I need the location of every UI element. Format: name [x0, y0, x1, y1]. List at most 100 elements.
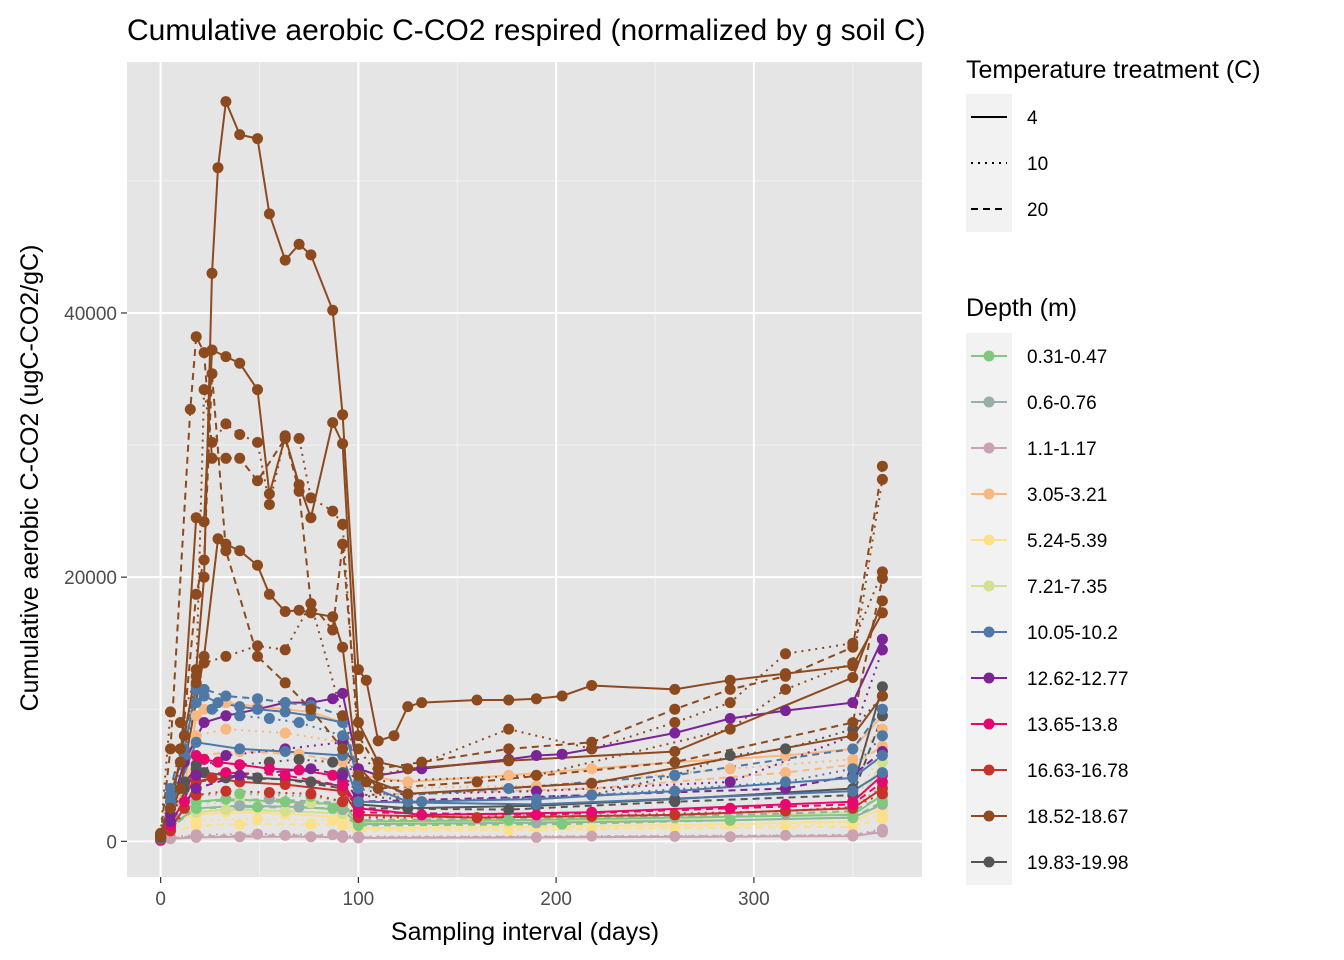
data-point	[279, 779, 291, 790]
data-point	[206, 436, 218, 448]
data-point	[190, 831, 202, 843]
x-tick-label: 200	[540, 889, 572, 910]
data-point	[780, 798, 791, 810]
data-point	[263, 787, 275, 798]
data-point	[234, 831, 246, 843]
y-tick-label: 20000	[64, 568, 117, 589]
data-point	[263, 499, 275, 510]
data-point	[352, 717, 364, 728]
data-point	[252, 436, 263, 448]
data-point	[586, 763, 598, 775]
data-point	[220, 96, 232, 108]
data-point	[876, 730, 888, 742]
data-point	[252, 828, 263, 840]
data-point	[234, 788, 246, 800]
color-key-point	[983, 534, 995, 546]
data-point	[669, 793, 681, 805]
data-point	[416, 809, 428, 821]
data-point	[586, 789, 598, 801]
color-legend-label: 12.62-12.77	[1027, 669, 1128, 690]
data-point	[847, 637, 859, 649]
data-point	[305, 607, 317, 619]
data-point	[252, 650, 263, 662]
data-point	[780, 648, 791, 660]
data-point	[530, 831, 542, 843]
data-point	[327, 769, 339, 781]
data-point	[220, 452, 232, 464]
data-point	[305, 598, 317, 610]
data-point	[337, 710, 349, 722]
data-point	[234, 452, 246, 464]
data-point	[372, 769, 384, 781]
color-legend-label: 0.6-0.76	[1027, 393, 1097, 414]
data-point	[220, 767, 232, 779]
data-point	[252, 693, 263, 705]
data-point	[155, 829, 167, 841]
data-point	[293, 433, 305, 444]
data-point	[530, 817, 542, 829]
series-points	[155, 96, 888, 847]
data-point	[876, 607, 888, 619]
data-point	[416, 697, 428, 709]
data-point	[847, 772, 859, 784]
data-point	[279, 805, 291, 817]
data-point	[669, 769, 681, 781]
data-point	[190, 697, 202, 709]
color-legend-title: Depth (m)	[966, 294, 1077, 322]
data-point	[293, 753, 305, 765]
x-tick-label: 300	[738, 889, 770, 910]
data-point	[471, 694, 483, 706]
data-point	[198, 717, 210, 728]
data-point	[212, 756, 224, 768]
data-point	[352, 832, 364, 844]
data-point	[847, 830, 859, 842]
color-legend: Depth (m) 0.31-0.47 0.6-0.76 1.1-1.17 3.05-…	[966, 294, 1128, 885]
data-point	[279, 796, 291, 808]
data-point	[337, 769, 349, 781]
data-point	[327, 611, 339, 623]
data-point	[847, 796, 859, 808]
y-tick-label: 0	[106, 832, 117, 853]
data-point	[724, 750, 736, 761]
data-point	[220, 710, 232, 722]
data-point	[293, 479, 305, 491]
data-point	[586, 777, 598, 789]
data-point	[352, 769, 364, 781]
data-point	[402, 701, 414, 713]
data-point	[234, 800, 246, 812]
data-point	[847, 730, 859, 742]
data-point	[352, 664, 364, 676]
data-point	[263, 588, 275, 600]
data-point	[234, 743, 246, 755]
data-point	[337, 730, 349, 742]
series-line-3.05-3.21-4C	[159, 701, 884, 838]
data-point	[293, 764, 305, 776]
x-tick-label: 0	[155, 889, 166, 910]
data-point	[206, 452, 218, 464]
data-point	[503, 743, 515, 755]
x-axis-title: Sampling interval (days)	[391, 918, 659, 946]
data-point	[174, 743, 186, 755]
data-point	[402, 763, 414, 775]
data-point	[279, 254, 291, 266]
data-point	[327, 505, 339, 517]
data-point	[780, 820, 791, 831]
linetype-legend-label: 10	[1027, 154, 1048, 175]
data-point	[876, 690, 888, 702]
data-point	[669, 822, 681, 834]
data-point	[305, 831, 317, 843]
color-legend-label: 10.05-10.2	[1027, 623, 1118, 644]
data-point	[220, 785, 232, 797]
data-point	[847, 743, 859, 755]
data-point	[780, 776, 791, 788]
data-point	[847, 785, 859, 797]
data-point	[337, 438, 349, 450]
data-point	[305, 763, 317, 775]
data-point	[847, 660, 859, 672]
data-point	[337, 538, 349, 550]
data-point	[305, 249, 317, 261]
data-point	[252, 133, 263, 145]
color-legend-label: 5.24-5.39	[1027, 531, 1107, 552]
color-key-point	[983, 442, 995, 454]
data-point	[234, 818, 246, 830]
